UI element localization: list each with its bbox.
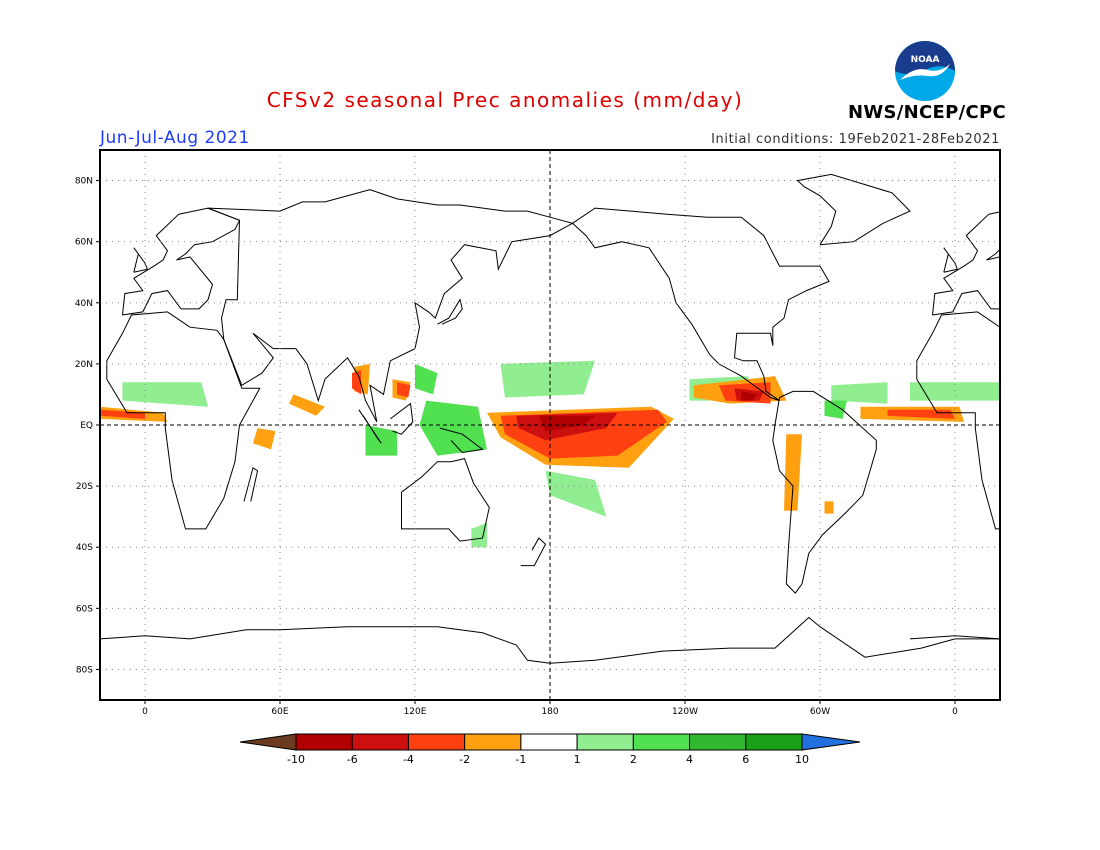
coastline xyxy=(358,409,382,444)
colorbar-segment xyxy=(632,733,691,751)
coastline-wrap xyxy=(909,635,1000,640)
anomaly-region xyxy=(831,382,888,404)
colorbar-segment xyxy=(407,733,466,751)
anomaly-region xyxy=(538,415,595,432)
anomaly-shading xyxy=(100,360,1000,548)
colorbar-segment xyxy=(295,733,353,751)
graticule xyxy=(100,150,1000,700)
lon-tick-label: 60W xyxy=(810,707,830,717)
lat-tick-label: 60S xyxy=(76,604,93,614)
colorbar-label: -1 xyxy=(515,753,526,766)
lon-tick-label: 0 xyxy=(952,707,958,717)
coastline-wrap xyxy=(943,247,958,273)
lon-tick-label: 180 xyxy=(541,707,558,717)
colorbar-label: -4 xyxy=(403,753,414,766)
coastline xyxy=(243,466,259,502)
colorbar-label: -6 xyxy=(347,753,358,766)
anomaly-region xyxy=(415,363,438,395)
anomaly-region xyxy=(289,394,325,416)
coastline xyxy=(439,427,484,454)
lat-tick-label: 80S xyxy=(76,665,93,675)
lat-tick-label: 40N xyxy=(75,299,93,309)
anomaly-region xyxy=(419,400,487,456)
coastline xyxy=(100,616,1000,664)
lat-tick-label: 20N xyxy=(75,360,93,370)
lat-tick-label: 60N xyxy=(75,238,93,248)
longitude-ticks: 0 60E 120E 180 120W 60W 0 xyxy=(142,700,958,717)
colorbar-high-arrow xyxy=(801,733,861,751)
agency-label: NWS/NCEP/CPC xyxy=(848,102,1007,123)
lon-tick-label: 0 xyxy=(142,707,148,717)
anomaly-region xyxy=(471,522,487,548)
anomaly-region xyxy=(500,360,595,398)
coastline-wrap xyxy=(932,211,1000,316)
coastline xyxy=(772,390,877,594)
anomaly-region xyxy=(100,409,145,419)
colorbar-segment xyxy=(351,733,409,751)
coastlines xyxy=(100,173,1000,664)
coastline xyxy=(572,207,830,402)
logo-lettering: NOAA xyxy=(911,55,940,65)
lon-tick-label: 120W xyxy=(672,707,698,717)
colorbar-label: -2 xyxy=(459,753,470,766)
lat-tick-label: 20S xyxy=(76,482,93,492)
lat-tick-label: 40S xyxy=(76,543,93,553)
anomaly-region xyxy=(253,428,276,450)
anomaly-region xyxy=(365,425,397,456)
coastline xyxy=(389,402,414,435)
colorbar-label: 4 xyxy=(686,753,693,766)
anomaly-region xyxy=(824,501,834,514)
colorbar-low-arrow xyxy=(239,733,297,751)
latitude-ticks: 80N 60N 40N 20N EQ 20S 40S 60S 80S xyxy=(75,177,100,675)
colorbar-label: -10 xyxy=(287,753,305,766)
coastline xyxy=(520,537,547,567)
colorbar-segment xyxy=(689,733,747,751)
coastline xyxy=(401,458,490,542)
colorbar-label: 2 xyxy=(630,753,637,766)
lon-tick-label: 120E xyxy=(404,707,427,717)
anomaly-region xyxy=(887,409,955,419)
map-title: CFSv2 seasonal Prec anomalies (mm/day) xyxy=(266,88,744,112)
colorbar-label: 1 xyxy=(574,753,581,766)
coastline-wrap xyxy=(916,311,1000,530)
coastline xyxy=(106,311,261,530)
colorbar: -10 -6 -4 -2 -1 1 2 4 6 10 xyxy=(239,733,861,766)
colorbar-segment xyxy=(745,733,803,751)
noaa-logo: NOAA xyxy=(895,41,955,101)
lon-tick-label: 60E xyxy=(271,707,288,717)
lat-tick-label: EQ xyxy=(80,421,93,431)
anomaly-region xyxy=(122,382,208,407)
anomaly-region xyxy=(741,391,757,401)
season-label: Jun-Jul-Aug 2021 xyxy=(100,128,250,148)
anomaly-region xyxy=(352,370,361,395)
anomaly-region xyxy=(910,382,1000,401)
initial-conditions-label: Initial conditions: 19Feb2021-28Feb2021 xyxy=(711,132,1000,147)
colorbar-label: 6 xyxy=(742,753,749,766)
anomaly-region xyxy=(545,470,607,517)
coastline xyxy=(207,189,574,423)
colorbar-segment xyxy=(520,733,578,751)
coastline xyxy=(133,247,148,273)
coastline xyxy=(796,173,911,246)
coastline xyxy=(122,207,241,316)
anomaly-region xyxy=(397,382,411,398)
colorbar-label: 10 xyxy=(795,753,809,766)
colorbar-segment xyxy=(464,733,522,751)
colorbar-segment xyxy=(576,733,634,751)
anomaly-region xyxy=(784,434,802,511)
lat-tick-label: 80N xyxy=(75,177,93,187)
coastline xyxy=(437,298,463,325)
anomaly-region xyxy=(824,400,847,419)
